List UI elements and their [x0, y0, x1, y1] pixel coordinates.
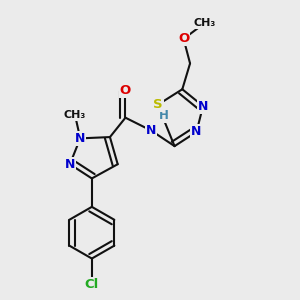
Text: Cl: Cl — [85, 278, 99, 291]
Text: S: S — [153, 98, 163, 111]
Text: CH₃: CH₃ — [64, 110, 86, 120]
Text: CH₃: CH₃ — [193, 18, 215, 28]
Text: N: N — [191, 125, 202, 138]
Text: N: N — [146, 124, 157, 137]
Text: O: O — [120, 84, 131, 97]
Text: N: N — [65, 158, 75, 171]
Text: O: O — [178, 32, 189, 45]
Text: N: N — [75, 132, 86, 145]
Text: H: H — [159, 109, 169, 122]
Text: N: N — [198, 100, 208, 112]
